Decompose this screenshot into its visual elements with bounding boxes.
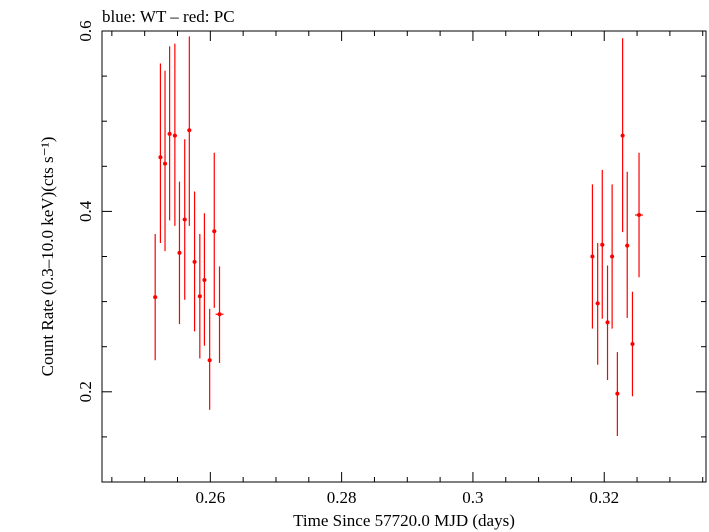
point-marker xyxy=(610,254,615,259)
data-point xyxy=(182,139,187,300)
axis-ticks: 0.26 0.28 0.3 0.32 0.2 0.4 0.6 xyxy=(76,20,706,507)
point-marker xyxy=(217,312,222,317)
data-point xyxy=(197,233,202,359)
data-point xyxy=(635,152,643,278)
point-marker xyxy=(590,254,595,259)
data-point xyxy=(207,308,212,410)
data-point xyxy=(595,242,600,365)
x-tick-label: 0.3 xyxy=(462,488,483,507)
data-point xyxy=(167,46,172,221)
data-point xyxy=(187,36,192,226)
data-point xyxy=(153,233,158,361)
data-point xyxy=(590,184,595,329)
chart-title: blue: WT – red: PC xyxy=(102,7,235,26)
plot-frame xyxy=(101,30,707,483)
point-marker xyxy=(163,161,168,166)
point-marker xyxy=(158,155,163,160)
point-marker xyxy=(637,213,642,218)
point-marker xyxy=(177,250,182,255)
data-point xyxy=(605,265,610,381)
point-marker xyxy=(153,295,158,300)
data-point xyxy=(620,38,625,233)
y-tick-label: 0.2 xyxy=(76,381,95,402)
point-marker xyxy=(167,131,172,136)
point-marker xyxy=(625,243,630,248)
point-marker xyxy=(615,391,620,396)
x-tick-label: 0.26 xyxy=(195,488,225,507)
data-point xyxy=(177,181,182,325)
point-marker xyxy=(212,229,217,234)
point-marker xyxy=(595,301,600,306)
point-marker xyxy=(620,133,625,138)
x-tick-label: 0.32 xyxy=(589,488,619,507)
data-point xyxy=(202,213,207,346)
point-marker xyxy=(172,133,177,138)
data-point xyxy=(212,152,217,308)
point-marker xyxy=(207,358,212,363)
data-point xyxy=(625,171,630,318)
x-axis-label: Time Since 57720.0 MJD (days) xyxy=(293,511,515,530)
point-marker xyxy=(187,128,192,133)
y-axis-label: Count Rate (0.3–10.0 keV)(cts s⁻¹) xyxy=(38,137,57,377)
data-point xyxy=(215,266,224,363)
data-point xyxy=(172,43,177,226)
data-point xyxy=(615,352,620,436)
point-marker xyxy=(202,277,207,282)
y-tick-label: 0.4 xyxy=(76,200,95,222)
data-point xyxy=(630,291,635,397)
point-marker xyxy=(600,242,605,247)
point-marker xyxy=(605,320,610,325)
data-point xyxy=(158,63,163,243)
data-points xyxy=(153,36,643,436)
data-point xyxy=(610,184,615,329)
point-marker xyxy=(630,341,635,346)
y-tick-label: 0.6 xyxy=(76,20,95,41)
point-marker xyxy=(197,294,202,299)
data-point xyxy=(163,70,168,252)
data-point xyxy=(192,191,197,332)
data-point xyxy=(600,169,605,319)
point-marker xyxy=(192,259,197,264)
point-marker xyxy=(182,217,187,222)
x-tick-label: 0.28 xyxy=(327,488,357,507)
